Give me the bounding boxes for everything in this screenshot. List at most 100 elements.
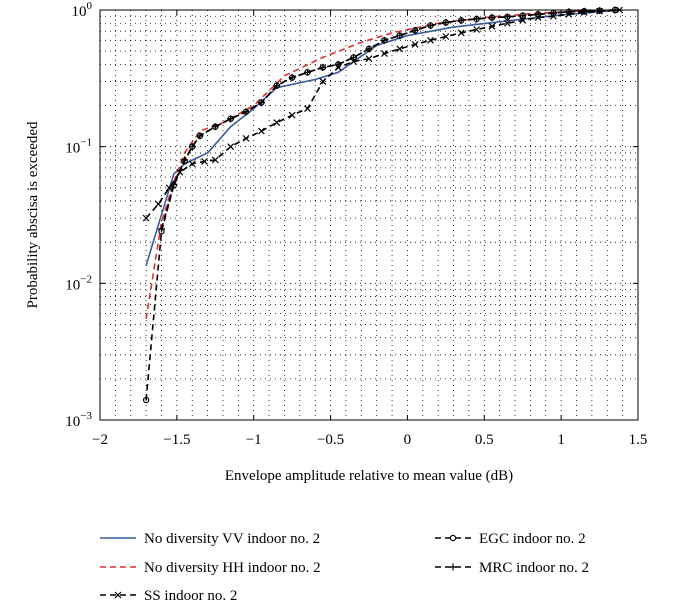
x-tick-label: 0.5 bbox=[475, 432, 494, 448]
plus-marker bbox=[457, 16, 465, 24]
x-marker bbox=[442, 33, 450, 40]
plus-marker bbox=[257, 99, 265, 107]
grid bbox=[100, 10, 638, 420]
x-tick-label: 1 bbox=[557, 432, 565, 448]
legend-item: No diversity HH indoor no. 2 bbox=[100, 560, 321, 576]
x-marker bbox=[380, 50, 388, 57]
series-3 bbox=[142, 6, 619, 404]
plus-marker bbox=[473, 15, 481, 23]
legend-item: MRC indoor no. 2 bbox=[435, 560, 589, 576]
x-marker bbox=[503, 19, 511, 27]
x-marker bbox=[334, 64, 342, 71]
legend-label: No diversity VV indoor no. 2 bbox=[144, 531, 320, 547]
plus-marker bbox=[534, 10, 542, 18]
x-marker bbox=[411, 40, 419, 48]
plus-marker bbox=[273, 82, 281, 90]
x-marker bbox=[273, 119, 281, 127]
series-line bbox=[145, 9, 620, 266]
x-marker bbox=[457, 29, 465, 37]
legend-label: No diversity HH indoor no. 2 bbox=[144, 560, 321, 576]
x-marker bbox=[201, 157, 208, 165]
plus-marker bbox=[288, 74, 296, 82]
series-line bbox=[145, 9, 615, 401]
plus-marker bbox=[519, 12, 527, 20]
x-tick-label: 0 bbox=[404, 432, 412, 448]
plus-marker bbox=[580, 7, 588, 15]
plus-marker bbox=[181, 156, 189, 164]
plus-marker bbox=[442, 19, 450, 27]
x-marker bbox=[188, 160, 196, 168]
plus-marker bbox=[188, 143, 196, 151]
x-tick-label: −1.5 bbox=[163, 432, 190, 448]
plus-marker bbox=[411, 26, 419, 34]
x-marker bbox=[350, 58, 358, 65]
plus-marker bbox=[242, 108, 250, 116]
series-1 bbox=[145, 9, 620, 266]
x-tick-label: −2 bbox=[92, 432, 108, 448]
legend-label: SS indoor no. 2 bbox=[144, 588, 237, 604]
series-layer bbox=[142, 6, 623, 404]
series-line bbox=[145, 9, 620, 319]
x-marker bbox=[142, 214, 150, 222]
series-4 bbox=[157, 6, 619, 233]
plus-marker bbox=[196, 132, 204, 140]
x-marker bbox=[304, 105, 311, 112]
x-marker bbox=[114, 591, 122, 599]
series-5 bbox=[142, 6, 623, 222]
plus-marker bbox=[488, 14, 496, 22]
x-marker bbox=[473, 26, 481, 33]
x-marker bbox=[596, 7, 603, 15]
y-tick-label: 100 bbox=[72, 0, 93, 20]
plus-marker bbox=[227, 115, 235, 123]
legend: No diversity VV indoor no. 2 No diversity… bbox=[100, 531, 589, 604]
x-marker bbox=[427, 36, 434, 44]
x-marker bbox=[227, 143, 235, 151]
x-marker bbox=[176, 168, 184, 176]
y-axis-label: Probability abscisa is exceeded bbox=[25, 121, 41, 309]
plus-marker bbox=[396, 32, 404, 40]
plus-marker bbox=[319, 63, 327, 71]
axes: −2 −1.5 −1 −0.5 0 0.5 1 1.5 10−3 10−2 10−1 100 bbox=[65, 0, 647, 448]
legend-item: EGC indoor no. 2 bbox=[435, 531, 586, 547]
legend-label: MRC indoor no. 2 bbox=[479, 560, 589, 576]
x-marker bbox=[519, 16, 527, 24]
x-marker bbox=[319, 78, 327, 85]
y-tick-label: 10−3 bbox=[65, 410, 92, 430]
x-tick-label: 1.5 bbox=[629, 432, 648, 448]
series-2 bbox=[145, 9, 620, 319]
x-marker bbox=[550, 12, 557, 20]
plus-marker bbox=[426, 22, 434, 30]
legend-item: SS indoor no. 2 bbox=[100, 588, 237, 604]
plus-marker bbox=[157, 225, 165, 233]
plus-marker bbox=[380, 36, 388, 44]
plot-frame bbox=[99, 9, 639, 421]
x-marker bbox=[242, 134, 250, 142]
plus-marker bbox=[503, 13, 511, 21]
x-marker bbox=[211, 156, 219, 164]
x-marker bbox=[534, 14, 542, 22]
series-line bbox=[160, 9, 615, 230]
y-tick-label: 10−2 bbox=[65, 273, 92, 293]
x-axis-label: Envelope amplitude relative to mean valu… bbox=[225, 468, 513, 484]
x-marker bbox=[488, 22, 496, 30]
x-marker bbox=[365, 55, 373, 63]
plus-marker bbox=[549, 9, 557, 17]
y-tick-label: 10−1 bbox=[65, 137, 92, 157]
x-tick-label: −1 bbox=[246, 432, 262, 448]
circle-marker bbox=[142, 396, 150, 404]
legend-item: No diversity VV indoor no. 2 bbox=[100, 531, 320, 547]
x-marker bbox=[288, 111, 296, 119]
x-marker bbox=[396, 45, 404, 53]
plus-marker bbox=[365, 45, 373, 53]
circle-marker bbox=[449, 534, 457, 542]
x-marker bbox=[257, 127, 265, 135]
x-marker bbox=[565, 10, 573, 18]
x-marker bbox=[154, 200, 162, 208]
plus-marker bbox=[350, 53, 358, 61]
legend-label: EGC indoor no. 2 bbox=[479, 531, 586, 547]
plus-marker bbox=[211, 123, 219, 131]
plus-marker bbox=[304, 68, 312, 76]
plus-marker bbox=[449, 563, 457, 571]
x-marker bbox=[165, 184, 173, 192]
